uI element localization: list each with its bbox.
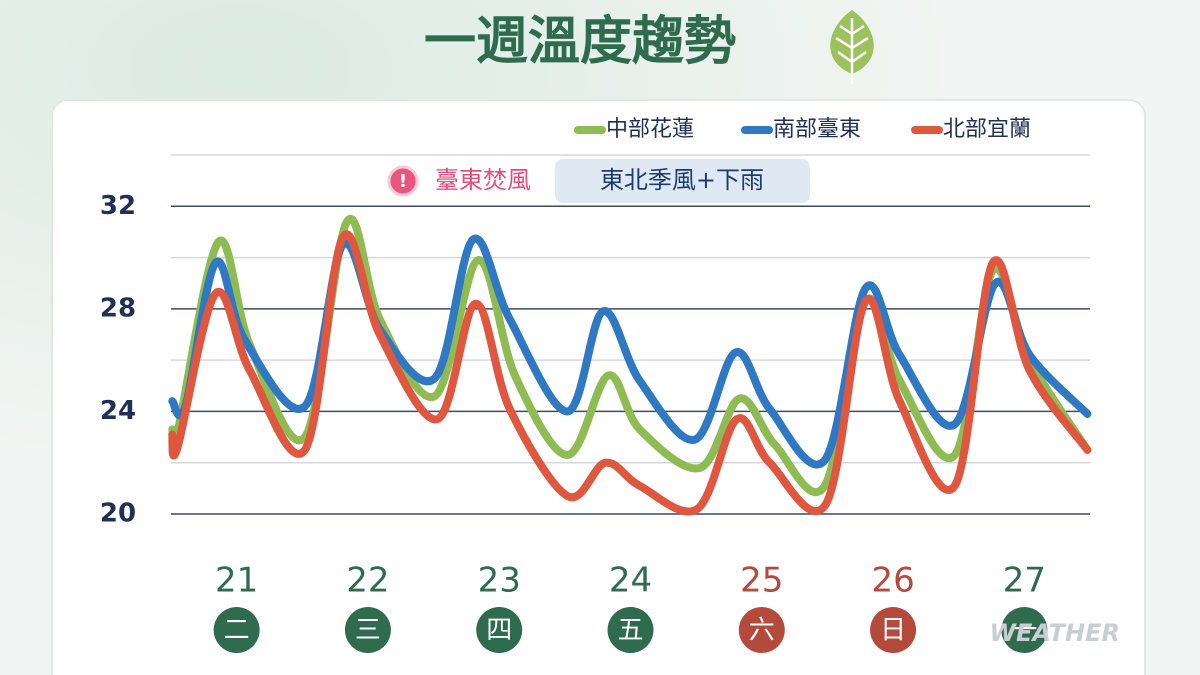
weekday-label: 一 <box>1011 616 1037 646</box>
alert-mark: ! <box>399 171 407 192</box>
annotation: 東北季風+下雨 <box>600 166 764 194</box>
annotation-box <box>555 159 810 203</box>
y-tick-label: 20 <box>100 499 136 529</box>
weekday-chip <box>476 607 523 653</box>
weekday-label: 三 <box>355 616 381 646</box>
series-line <box>168 230 1092 516</box>
weekday-chip <box>738 607 785 653</box>
leaf-icon <box>830 10 874 84</box>
x-tick-label: 23 <box>478 561 521 601</box>
x-tick-label: 27 <box>1003 561 1046 601</box>
chart-title: 一週溫度趨勢 <box>424 12 736 72</box>
weekday-chip <box>344 607 391 653</box>
weekday-label: 六 <box>749 616 775 646</box>
watermark: WEATHER <box>990 619 1120 647</box>
y-tick-label: 24 <box>100 396 136 426</box>
x-tick-label: 22 <box>346 561 389 601</box>
x-tick-label: 24 <box>609 561 652 601</box>
annotations: ! 臺東焚風 東北季風+下雨 <box>387 159 810 203</box>
annotation: 臺東焚風 <box>435 166 531 194</box>
weekday-chip <box>1001 607 1048 653</box>
x-tick-label: 25 <box>740 561 783 601</box>
weekday-chip <box>213 607 260 653</box>
x-tick-label: 26 <box>871 561 914 601</box>
legend-label: 中部花蓮 <box>606 117 694 142</box>
weekday-chip <box>870 607 917 653</box>
series-line <box>168 214 1092 497</box>
weekday-label: 五 <box>617 616 643 646</box>
legend-label: 北部宜蘭 <box>943 117 1031 142</box>
series-line <box>168 234 1092 469</box>
weekday-label: 日 <box>880 616 906 646</box>
weekday-label: 四 <box>486 616 512 646</box>
legend-label: 南部臺東 <box>773 117 861 142</box>
alert-icon <box>387 165 419 197</box>
weekday-label: 二 <box>224 616 250 646</box>
weekday-chip <box>607 607 654 653</box>
y-tick-label: 32 <box>100 191 136 221</box>
x-tick-label: 21 <box>215 561 258 601</box>
y-tick-label: 28 <box>100 293 136 323</box>
